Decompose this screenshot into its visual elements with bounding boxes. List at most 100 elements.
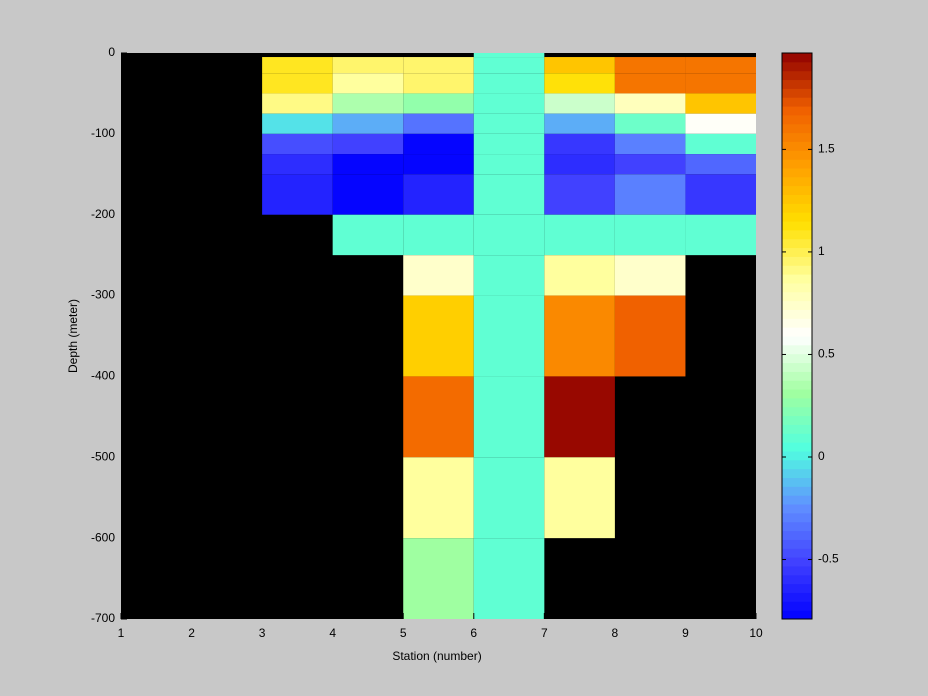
heatmap-cell bbox=[332, 73, 404, 94]
heatmap-cell bbox=[473, 295, 545, 377]
y-tick-label: -200 bbox=[91, 207, 115, 221]
heatmap-cell bbox=[614, 174, 686, 215]
colorbar-band bbox=[782, 176, 812, 187]
heatmap-cell bbox=[403, 57, 474, 74]
x-axis-label: Station (number) bbox=[392, 649, 481, 663]
heatmap-cell bbox=[403, 255, 474, 296]
heatmap-cell bbox=[473, 457, 545, 539]
x-tick-label: 6 bbox=[470, 626, 477, 640]
heatmap-cell bbox=[544, 174, 615, 215]
heatmap-cell bbox=[403, 73, 474, 94]
y-tick-label: 0 bbox=[108, 45, 115, 59]
colorbar-band bbox=[782, 132, 812, 142]
colorbar-band bbox=[782, 371, 812, 381]
heatmap-cell bbox=[473, 154, 545, 175]
heatmap-cell bbox=[262, 174, 333, 215]
colorbar-band bbox=[782, 424, 812, 434]
heatmap-cell bbox=[614, 113, 686, 134]
colorbar-band bbox=[782, 530, 812, 540]
colorbar-band bbox=[782, 194, 812, 204]
heatmap-cell bbox=[544, 57, 615, 74]
colorbar-band bbox=[782, 565, 812, 576]
y-tick-label: -700 bbox=[91, 611, 115, 625]
colorbar-band bbox=[782, 539, 812, 549]
colorbar-band bbox=[782, 459, 812, 470]
colorbar-band bbox=[782, 327, 812, 337]
colorbar-band bbox=[782, 406, 812, 417]
y-tick-label: -300 bbox=[91, 288, 115, 302]
heatmap-cell bbox=[403, 214, 474, 256]
colorbar-band bbox=[782, 141, 812, 151]
heatmap-cell bbox=[614, 73, 686, 94]
heatmap-cell bbox=[544, 376, 615, 458]
heatmap-cell bbox=[544, 295, 615, 377]
heatmap-cell bbox=[685, 73, 756, 94]
colorbar-band bbox=[782, 185, 812, 195]
colorbar-band bbox=[782, 592, 812, 602]
colorbar-band bbox=[782, 291, 812, 302]
heatmap-cell bbox=[685, 174, 756, 215]
heatmap-cell bbox=[262, 113, 333, 134]
heatmap-cell bbox=[262, 93, 333, 114]
colorbar-band bbox=[782, 318, 812, 328]
heatmap-cell bbox=[473, 174, 545, 215]
colorbar-band bbox=[782, 70, 812, 81]
heatmap-cell bbox=[403, 174, 474, 215]
colorbar-band bbox=[782, 159, 812, 169]
colorbar-band bbox=[782, 53, 812, 63]
colorbar-band bbox=[782, 362, 812, 372]
colorbar-band bbox=[782, 203, 812, 213]
x-tick-label: 2 bbox=[188, 626, 195, 640]
colorbar-band bbox=[782, 433, 812, 443]
colorbar-band bbox=[782, 450, 812, 461]
colorbar-band bbox=[782, 265, 812, 275]
colorbar-band bbox=[782, 274, 812, 284]
colorbar-band bbox=[782, 114, 812, 125]
heatmap-cell bbox=[403, 457, 474, 539]
x-tick-label: 8 bbox=[612, 626, 619, 640]
colorbar-band bbox=[782, 256, 812, 266]
heatmap-cell bbox=[332, 93, 404, 114]
heatmap-cell bbox=[544, 133, 615, 155]
heatmap-cell bbox=[473, 255, 545, 296]
heatmap-cell bbox=[614, 93, 686, 114]
heatmap-cell bbox=[544, 457, 615, 539]
x-tick-label: 10 bbox=[749, 626, 763, 640]
colorbar-band bbox=[782, 79, 812, 89]
heatmap-cell bbox=[473, 93, 545, 114]
x-tick-label: 5 bbox=[400, 626, 407, 640]
colorbar-band bbox=[782, 88, 812, 98]
colorbar-band bbox=[782, 167, 812, 178]
colorbar-band bbox=[782, 309, 812, 319]
heatmap-cell bbox=[403, 376, 474, 458]
heatmap-cell bbox=[332, 57, 404, 74]
colorbar-band bbox=[782, 336, 812, 346]
heatmap-cell bbox=[403, 154, 474, 175]
heatmap-cell bbox=[614, 295, 686, 377]
colorbar-band bbox=[782, 221, 812, 231]
y-axis-label: Depth (meter) bbox=[66, 299, 80, 373]
colorbar-band bbox=[782, 397, 812, 408]
heatmap-cell bbox=[544, 255, 615, 296]
heatmap-cell bbox=[544, 73, 615, 94]
colorbar-band bbox=[782, 353, 812, 364]
heatmap-cell bbox=[544, 113, 615, 134]
x-tick-label: 1 bbox=[118, 626, 125, 640]
x-tick-label: 4 bbox=[329, 626, 336, 640]
colorbar-band bbox=[782, 583, 812, 593]
colorbar-band bbox=[782, 97, 812, 107]
heatmap-cell bbox=[473, 53, 545, 58]
colorbar-band bbox=[782, 300, 812, 310]
colorbar-tick-label: 1.5 bbox=[818, 142, 835, 156]
colorbar-band bbox=[782, 415, 812, 425]
colorbar-band bbox=[782, 610, 812, 620]
heatmap-cell bbox=[262, 133, 333, 155]
colorbar-tick-label: 1 bbox=[818, 244, 825, 258]
colorbar-frame bbox=[781, 52, 813, 620]
colorbar-band bbox=[782, 282, 812, 293]
heatmap-cell bbox=[473, 73, 545, 94]
heatmap-cell bbox=[544, 214, 615, 256]
heatmap-cell bbox=[685, 154, 756, 175]
y-tick-label: -400 bbox=[91, 369, 115, 383]
colorbar-band bbox=[782, 247, 812, 257]
